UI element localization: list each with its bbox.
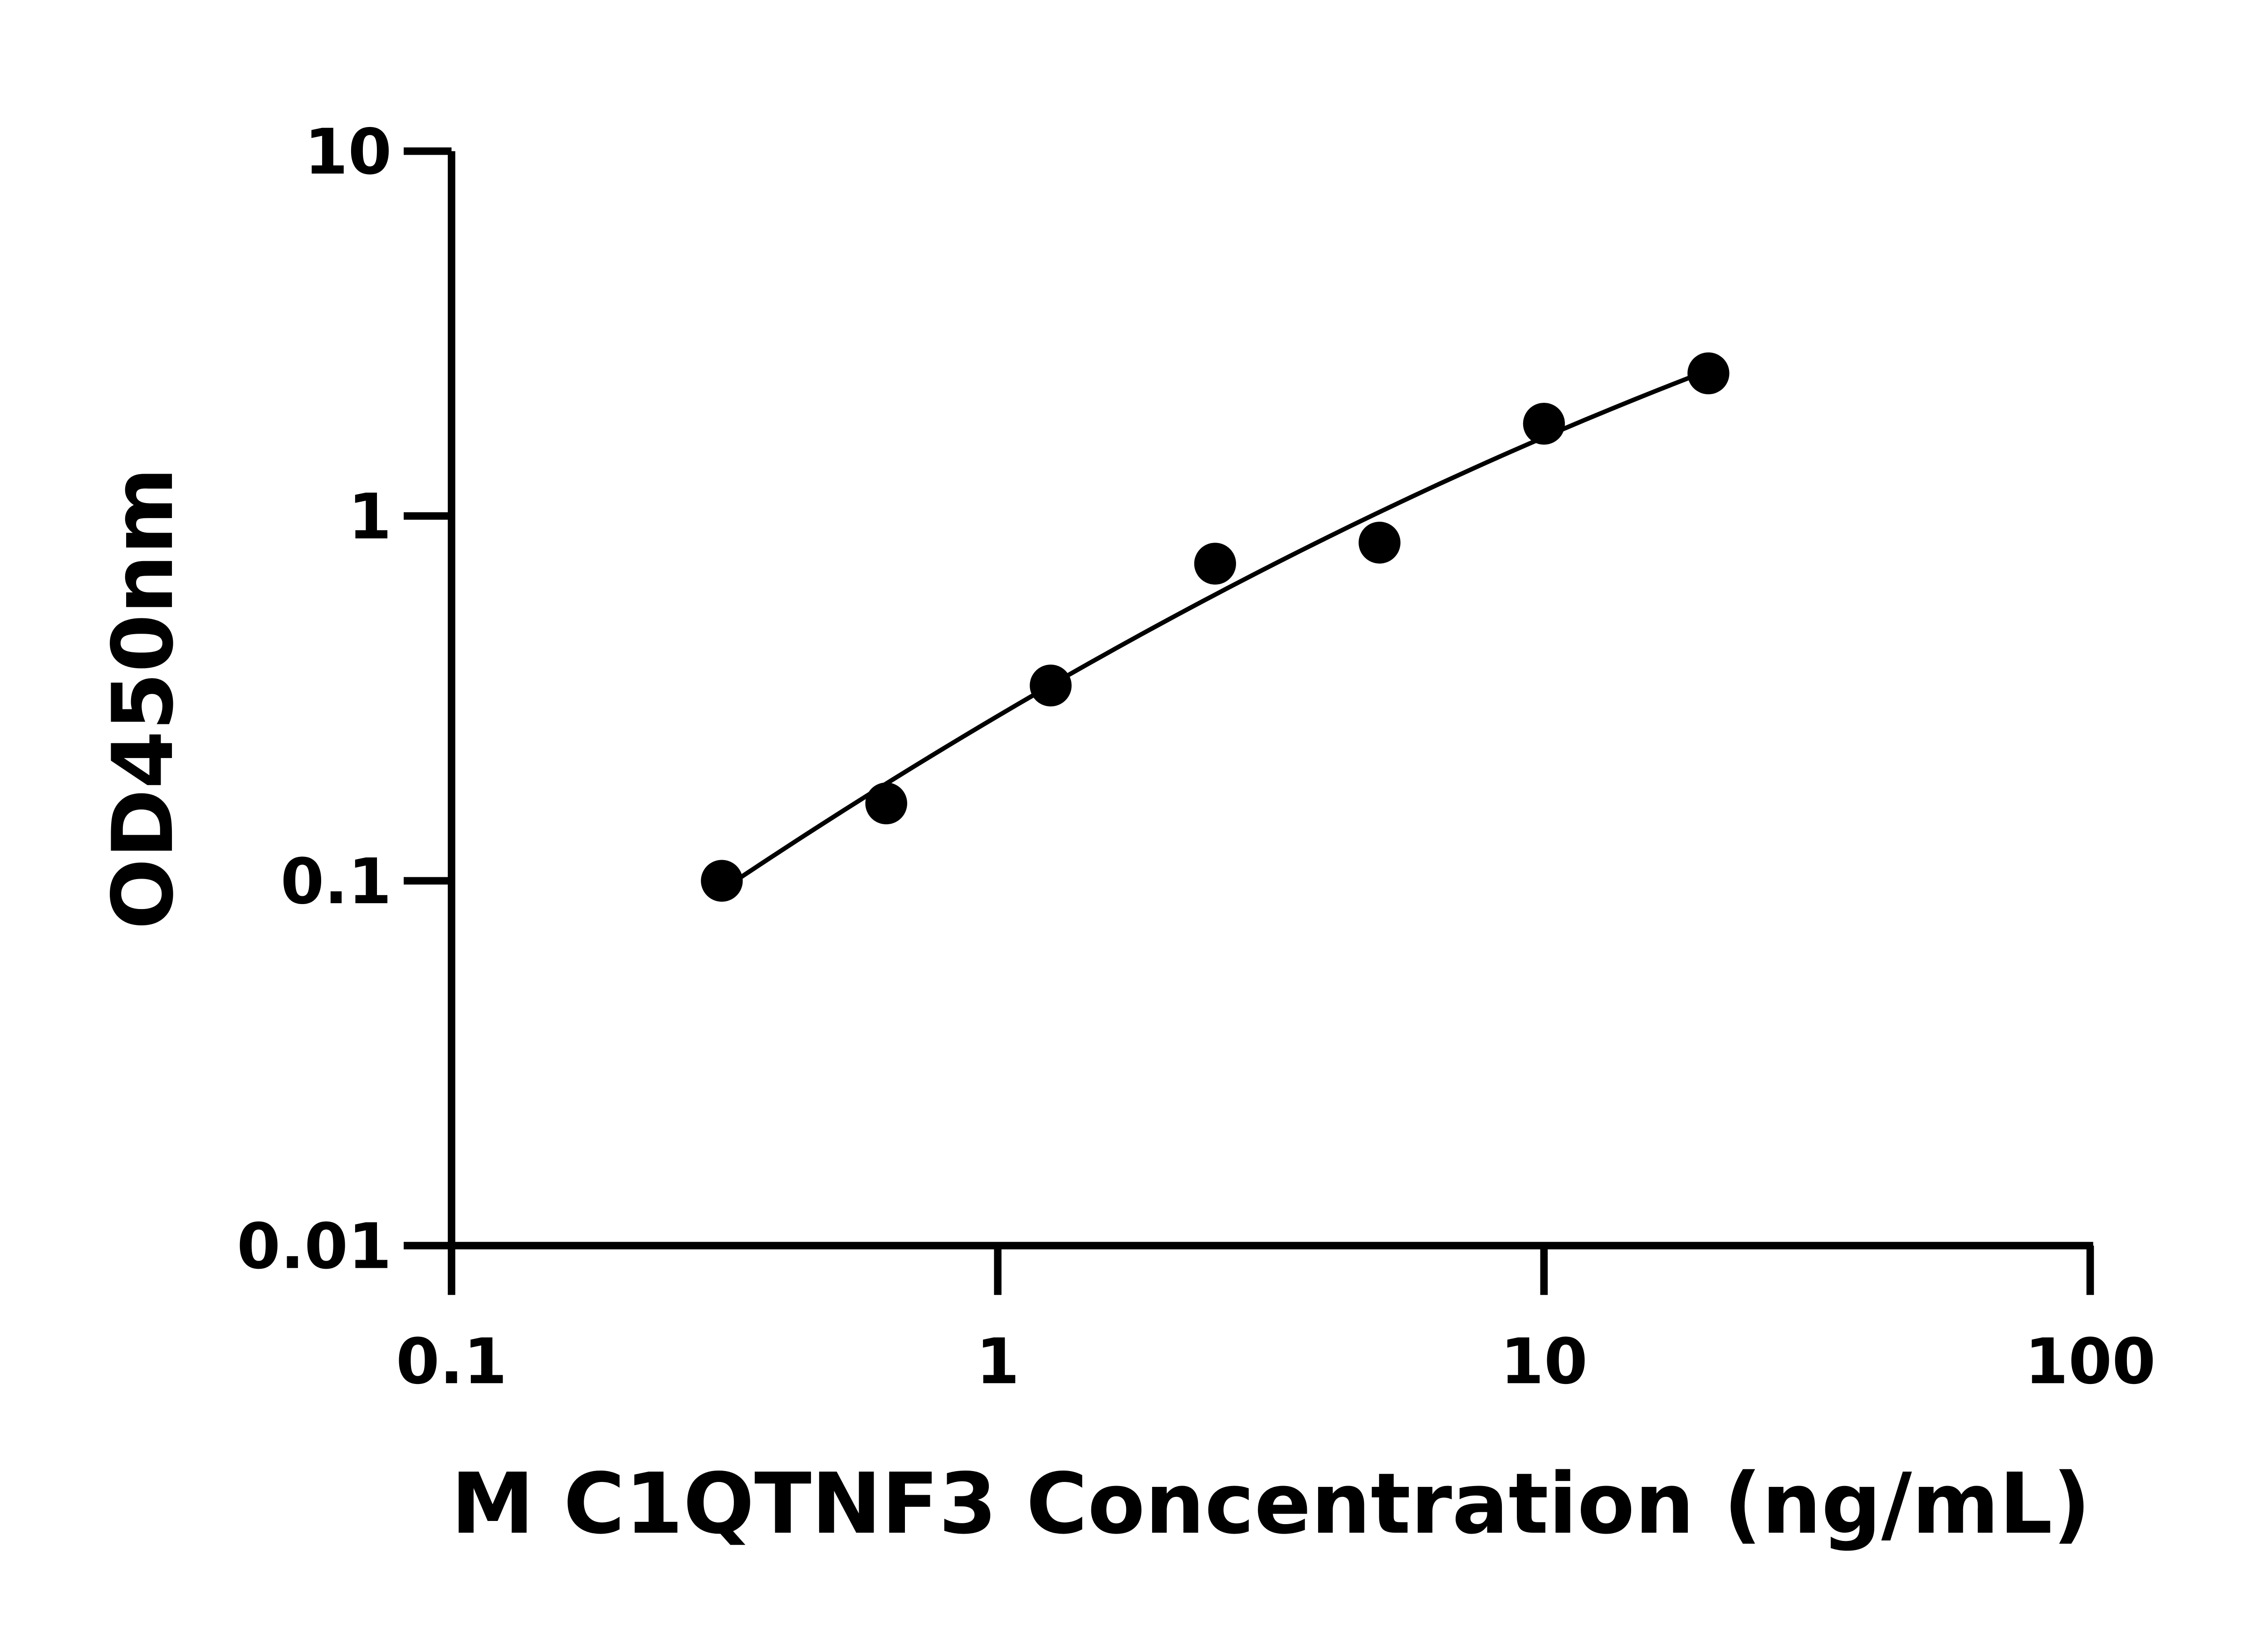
data-point — [1030, 665, 1072, 707]
data-points — [701, 352, 1730, 902]
y-tick-label: 1 — [348, 480, 391, 553]
x-axis-title: M C1QTNF3 Concentration (ng/mL) — [451, 1455, 2091, 1553]
y-axis-title: OD450nm — [94, 467, 192, 929]
y-tick-label: 0.1 — [280, 845, 391, 918]
data-point — [1687, 352, 1730, 395]
data-point — [865, 782, 907, 825]
data-point — [1194, 543, 1236, 585]
x-tick-label: 10 — [1501, 1325, 1588, 1398]
x-tick-label: 1 — [976, 1325, 1019, 1398]
y-tick-label: 10 — [304, 116, 392, 189]
data-point — [1359, 522, 1401, 564]
x-tick-label: 100 — [2025, 1325, 2156, 1398]
data-point — [701, 860, 743, 902]
x-tick-label: 0.1 — [396, 1325, 507, 1398]
y-tick-label: 0.01 — [237, 1210, 392, 1283]
data-point — [1523, 402, 1565, 445]
